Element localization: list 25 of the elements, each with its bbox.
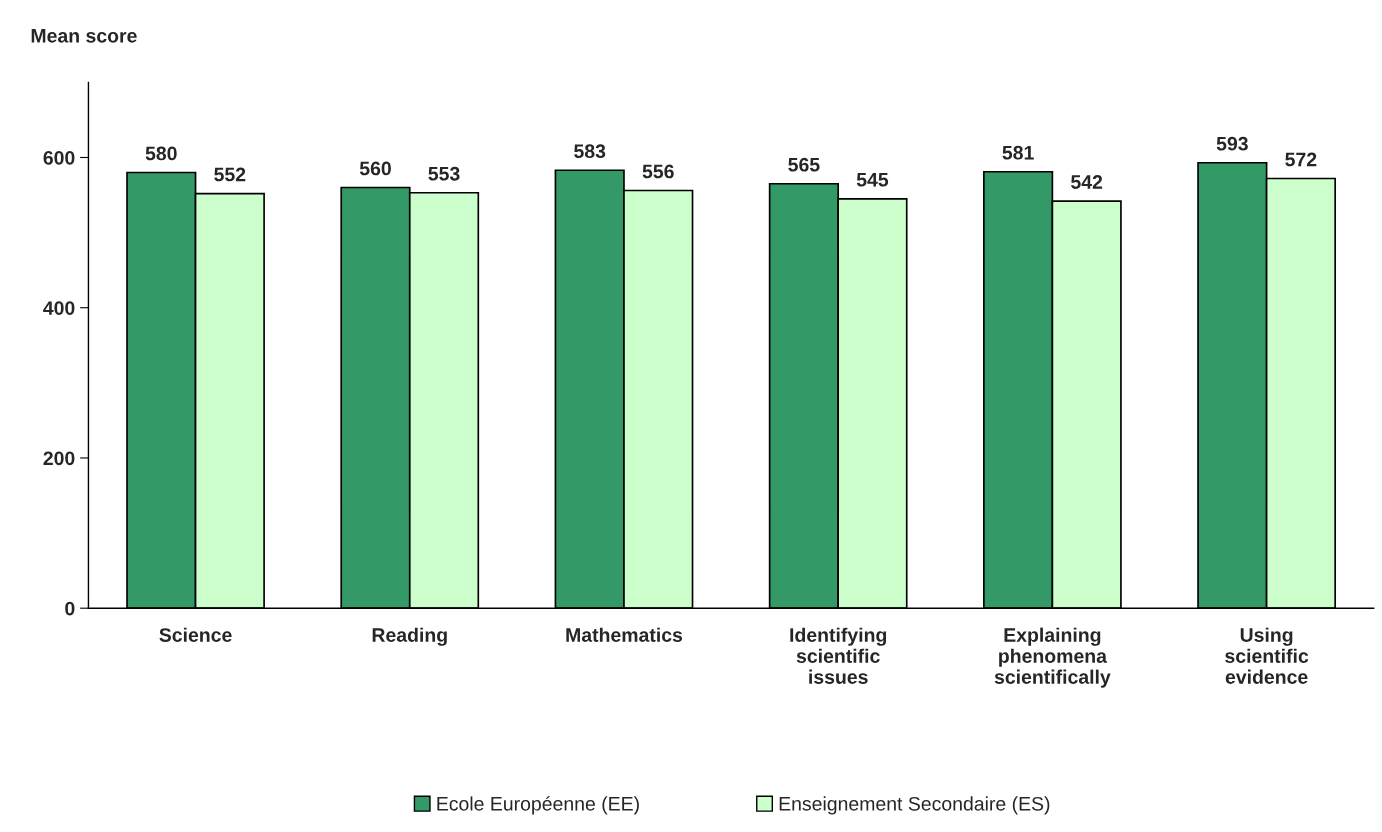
data-label: 542	[1071, 175, 1103, 189]
data-label: 583	[574, 144, 606, 159]
y-tick-label: 0	[65, 601, 75, 616]
data-label: 556	[642, 164, 674, 179]
data-label: 560	[359, 161, 391, 176]
legend-label: Enseignement Secondaire (ES)	[779, 796, 1050, 815]
data-label: 572	[1285, 152, 1317, 167]
data-label: 581	[1002, 145, 1034, 160]
data-label: 580	[145, 146, 177, 161]
y-tick-label: 200	[43, 451, 75, 466]
data-label: 553	[428, 166, 460, 181]
data-label: 545	[856, 173, 889, 187]
x-tick-label: Explaining phenomena scientifically	[994, 627, 1111, 688]
legend-label: Ecole Européenne (EE)	[437, 796, 639, 815]
x-tick-label: Mathematics	[566, 627, 683, 642]
y-tick-label: 400	[43, 301, 75, 315]
data-label: 565	[788, 157, 820, 172]
y-tick-label: 600	[43, 150, 75, 165]
x-tick-label: Science	[159, 627, 232, 642]
y-axis-title: Mean score	[31, 29, 137, 43]
x-tick-label: Reading	[372, 627, 447, 646]
x-tick-label: Identifying scientific issues	[790, 627, 887, 684]
data-label: 593	[1216, 136, 1248, 151]
x-tick-label: Using scientific evidence	[1225, 627, 1309, 684]
data-label: 552	[214, 167, 246, 182]
